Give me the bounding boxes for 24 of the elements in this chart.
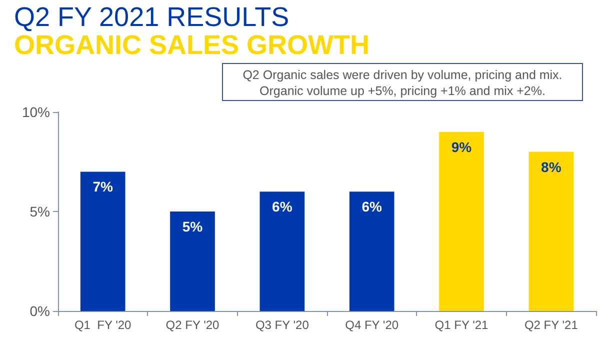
data-label: 8% [541,158,562,175]
data-label: 7% [92,178,114,195]
y-tick-label: 5% [30,204,50,220]
data-label: 6% [272,198,293,215]
chart-subtitle: ORGANIC SALES GROWTH [14,30,370,60]
bar [80,172,126,311]
x-tick-label: Q3 FY '20 [255,318,310,332]
x-tick-label: Q2 FY '20 [166,318,220,332]
bar [528,152,574,311]
bar [349,192,394,311]
x-tick-label: Q1 FY '21 [434,318,489,332]
x-tick-label: Q2 FY '21 [524,318,578,332]
y-tick-label: 10% [22,104,50,120]
data-label: 9% [451,138,472,155]
bar [170,212,215,311]
bar [260,192,305,311]
text: Q2 Organic sales were driven by volume, pricing and mix. Organic volume up +5%, pricing +1% and mix +2%. [222,63,583,101]
bar [439,132,484,311]
y-tick-label: 0% [30,303,50,319]
x-tick-label: Q1 FY '20 [74,318,132,332]
chart-title: Q2 FY 2021 RESULTS [14,2,290,32]
x-tick-label: Q4 FY '20 [345,318,399,332]
data-label: 5% [182,218,204,234]
data-label: 6% [362,198,382,215]
